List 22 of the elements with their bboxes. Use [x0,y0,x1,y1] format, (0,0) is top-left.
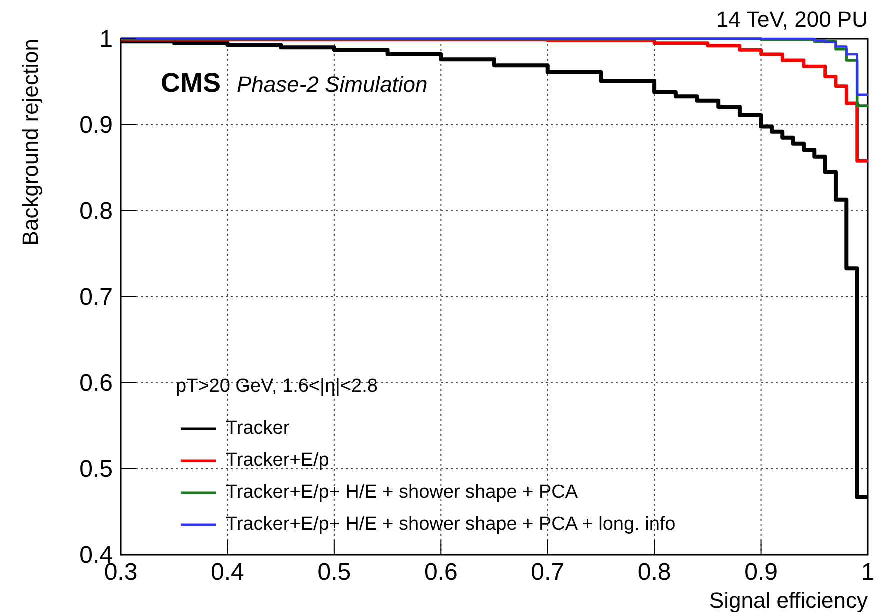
text: Phase-2 Simulation [237,72,428,97]
text: CMS [161,68,221,98]
text: 14 TeV, 200 PU [716,7,868,32]
x-tick-label: 0.4 [211,559,244,586]
x-tick-label: 0.6 [424,559,458,586]
legend-label: Tracker+E/p+ H/E + shower shape + PCA [226,482,578,504]
y-tick-label: 0.7 [80,284,113,311]
legend-title: pT>20 GeV, 1.6<|η|<2.8 [176,376,378,398]
y-tick-label: 0.8 [80,198,113,225]
y-tick-label: 0.5 [80,456,113,483]
legend-label: Tracker [226,418,290,440]
x-tick-label: 0.8 [638,559,672,586]
y-tick-label: 0.9 [80,112,113,139]
legend-label: Tracker+E/p+ H/E + shower shape + PCA + long. info [226,514,676,536]
y-tick-label: 1 [100,26,113,53]
x-tick-label: 0.7 [531,559,565,586]
x-tick-label: 0.9 [744,559,778,586]
y-axis-title: Background rejection [18,39,43,246]
x-tick-label: 1 [861,559,875,586]
y-tick-label: 0.6 [80,370,113,397]
legend-label: Tracker+E/p [226,450,330,472]
x-tick-label: 0.5 [318,559,352,586]
